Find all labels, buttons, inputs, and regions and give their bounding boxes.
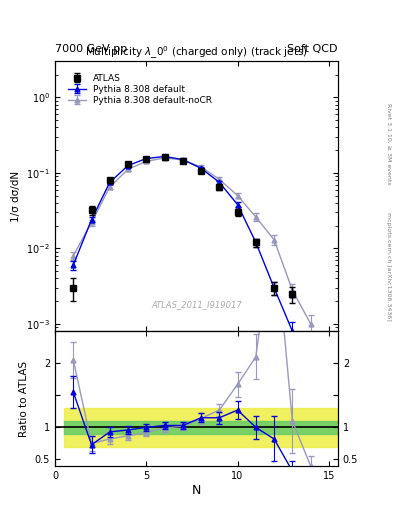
Text: ATLAS_2011_I919017: ATLAS_2011_I919017 <box>151 301 242 310</box>
Legend: ATLAS, Pythia 8.308 default, Pythia 8.308 default-noCR: ATLAS, Pythia 8.308 default, Pythia 8.30… <box>65 71 215 108</box>
Text: 7000 GeV pp: 7000 GeV pp <box>55 44 127 54</box>
Text: Soft QCD: Soft QCD <box>288 44 338 54</box>
Y-axis label: Ratio to ATLAS: Ratio to ATLAS <box>19 360 29 437</box>
X-axis label: N: N <box>192 483 201 497</box>
Text: Rivet 3.1.10, ≥ 3M events: Rivet 3.1.10, ≥ 3M events <box>386 102 391 184</box>
Text: mcplots.cern.ch [arXiv:1306.3436]: mcplots.cern.ch [arXiv:1306.3436] <box>386 212 391 321</box>
Title: Multiplicity $\lambda\_0^0$ (charged only) (track jets): Multiplicity $\lambda\_0^0$ (charged onl… <box>85 45 308 61</box>
Y-axis label: 1/σ dσ/dN: 1/σ dσ/dN <box>11 170 20 222</box>
